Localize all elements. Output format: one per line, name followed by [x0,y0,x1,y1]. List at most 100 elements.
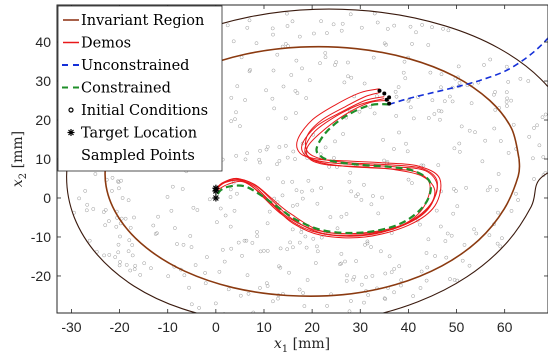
legend-item: Unconstrained [62,58,189,74]
sampled-point [333,139,337,144]
sampled-point [365,239,370,244]
sampled-point [392,23,397,28]
sampled-point [420,23,424,27]
sampled-point [102,253,106,258]
sampled-point [359,25,364,30]
sampled-point [276,296,280,301]
sampled-point [293,89,298,93]
sampled-point [285,11,289,16]
sampled-point [280,193,285,198]
sampled-point [290,204,295,208]
x-tick-label: 30 [352,319,368,335]
x-tick-label: 20 [304,319,320,335]
sampled-point [302,304,307,308]
sampled-point [247,69,252,74]
y-tick-label: 40 [35,34,51,50]
sampled-point [290,227,295,232]
sampled-point [182,273,187,278]
initial-condition-point [387,101,392,106]
sampled-point [426,237,431,242]
legend-item: Target Location [67,126,197,142]
sampled-point [103,223,108,228]
legend-item: Demos [63,36,131,52]
sampled-point [406,177,411,182]
sampled-point [228,224,233,229]
sampled-point [339,261,344,266]
sampled-point [323,55,328,60]
sampled-point [451,187,456,191]
sampled-point [392,147,396,151]
sampled-point [340,21,345,26]
sampled-point [418,286,423,290]
sampled-point [232,208,237,213]
sampled-point [191,205,196,210]
sampled-point [207,197,212,202]
sampled-point [414,30,418,35]
sampled-point [285,155,290,160]
sampled-point [307,78,312,83]
sampled-point [83,189,88,193]
sampled-point [349,189,354,194]
sampled-point [344,212,349,216]
sampled-point [483,138,488,143]
sampled-point [445,231,450,236]
sampled-point [457,81,462,85]
sampled-point [359,282,364,287]
sampled-point [189,302,194,307]
sampled-point [116,242,121,247]
sampled-point [432,112,437,116]
sampled-point [123,216,128,221]
sampled-point [318,61,322,66]
sampled-point [504,64,509,69]
sampled-point [283,116,288,121]
sampled-point [382,158,386,163]
sampled-point [245,151,250,156]
sampled-point [242,238,247,243]
y-tick-label: -20 [31,268,51,284]
sampled-point [215,314,218,317]
sampled-point [306,178,311,183]
sampled-point [396,85,401,89]
sampled-point [245,25,250,30]
initial-condition-point [382,91,387,96]
sampled-point [116,179,120,184]
sampled-point [107,219,111,223]
sampled-point [369,202,374,207]
sampled-point [455,204,460,209]
sampled-point [258,286,262,290]
sampled-point [383,271,388,276]
sampled-point [271,32,275,37]
sampled-point [293,157,297,161]
sampled-point [446,28,451,33]
sampled-point [393,89,398,94]
sampled-point [118,234,122,239]
sampled-point [203,281,208,286]
sampled-point [403,76,408,81]
sampled-point [526,79,531,83]
sampled-point [84,208,89,213]
sampled-point [496,210,500,215]
sampled-point [408,24,413,29]
sampled-point [531,156,535,161]
sampled-point [363,242,367,247]
outer-region-curve [66,8,548,313]
sampled-point [301,291,305,295]
sampled-point [364,275,368,280]
x-axis-title: x1 [mm] [274,336,330,355]
sampled-point [238,124,242,129]
sampled-point [448,277,452,281]
sampled-point [243,98,247,102]
sampled-point [265,221,270,226]
sampled-point [166,274,171,279]
sampled-point [376,211,381,216]
sampled-point [110,175,115,180]
sampled-point [244,238,249,243]
sampled-point [371,194,375,198]
y-tick-label: 30 [35,73,51,89]
sampled-point [240,253,244,258]
sampled-point [291,149,296,154]
sampled-point [126,249,131,254]
sampled-point [495,241,500,246]
sampled-point [354,194,358,199]
sampled-point [277,159,282,163]
